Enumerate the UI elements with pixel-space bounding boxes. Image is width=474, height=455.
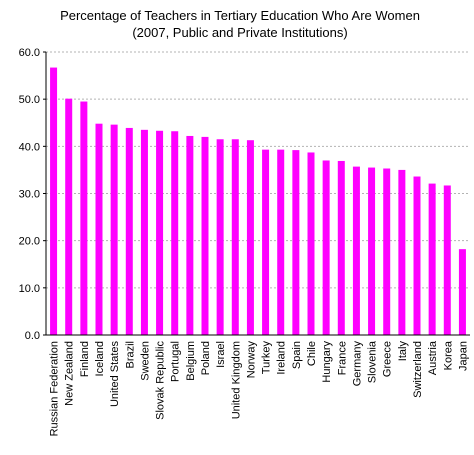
chart-title: Percentage of Teachers in Tertiary Educa… [60, 8, 420, 23]
gridlines [46, 51, 470, 289]
bar [458, 249, 466, 335]
bar [262, 149, 270, 335]
bars [50, 67, 466, 335]
bar [156, 130, 164, 335]
x-category-label: Israel [215, 341, 227, 368]
bar [413, 176, 421, 335]
x-category-label: Spain [291, 341, 303, 369]
x-category-label: Poland [200, 341, 212, 375]
y-tick-label: 40.0 [19, 141, 40, 153]
x-category-label: Finland [79, 341, 91, 377]
bar [368, 167, 376, 335]
bar [65, 98, 73, 335]
x-axis-labels: Russian Federation New Zealand Finland Icel… [49, 340, 470, 436]
bar [398, 169, 406, 335]
bar [246, 140, 254, 335]
x-category-label: Italy [397, 341, 409, 362]
x-category-label: Belgium [185, 341, 197, 381]
bar [186, 135, 194, 335]
bar [292, 150, 300, 335]
y-tick-label: 50.0 [19, 94, 40, 106]
y-tick-label: 20.0 [19, 236, 40, 248]
x-category-label: Russian Federation [49, 341, 61, 436]
bar [337, 160, 345, 335]
bar [216, 139, 224, 335]
bar [125, 127, 133, 335]
y-tick-label: 0.0 [25, 330, 40, 342]
bar [50, 67, 58, 335]
bar [307, 152, 315, 335]
x-category-label: Brazil [124, 341, 136, 369]
x-category-label: Slovak Republic [155, 341, 167, 420]
bar [171, 131, 179, 335]
axes [43, 51, 470, 336]
x-category-label: United Kingdom [230, 341, 242, 419]
x-category-label: Slovenia [367, 340, 379, 383]
x-category-label: Austria [427, 340, 439, 375]
bar [322, 160, 330, 335]
x-category-label: New Zealand [64, 341, 76, 406]
y-tick-label: 60.0 [19, 47, 40, 59]
x-category-label: Germany [351, 341, 363, 387]
y-axis-ticks: 0.0 10.0 20.0 30.0 40.0 50.0 60.0 [19, 47, 40, 342]
bar [277, 149, 285, 335]
bar [201, 136, 209, 335]
x-category-label: Ireland [276, 341, 288, 375]
x-category-label: Turkey [261, 341, 273, 375]
y-tick-label: 30.0 [19, 189, 40, 201]
bar [443, 185, 451, 335]
bar [80, 101, 88, 335]
x-category-label: Greece [382, 341, 394, 377]
x-category-label: France [336, 341, 348, 375]
bar [383, 168, 391, 335]
bar [140, 129, 148, 335]
bar [95, 123, 103, 335]
x-category-label: Portugal [170, 341, 182, 382]
x-category-label: Norway [245, 341, 257, 379]
x-category-label: Switzerland [412, 341, 424, 398]
x-category-label: Sweden [139, 341, 151, 381]
x-category-label: Hungary [321, 341, 333, 383]
x-category-label: Japan [457, 341, 469, 371]
chart-subtitle: (2007, Public and Private Institutions) [132, 25, 347, 40]
x-category-label: United States [109, 341, 121, 408]
y-tick-label: 10.0 [19, 283, 40, 295]
x-category-label: Chile [306, 341, 318, 366]
bar [428, 183, 436, 335]
bar [231, 139, 239, 335]
x-category-label: Iceland [94, 341, 106, 376]
bar [110, 124, 118, 335]
bar [352, 166, 360, 335]
x-category-label: Korea [442, 340, 454, 370]
